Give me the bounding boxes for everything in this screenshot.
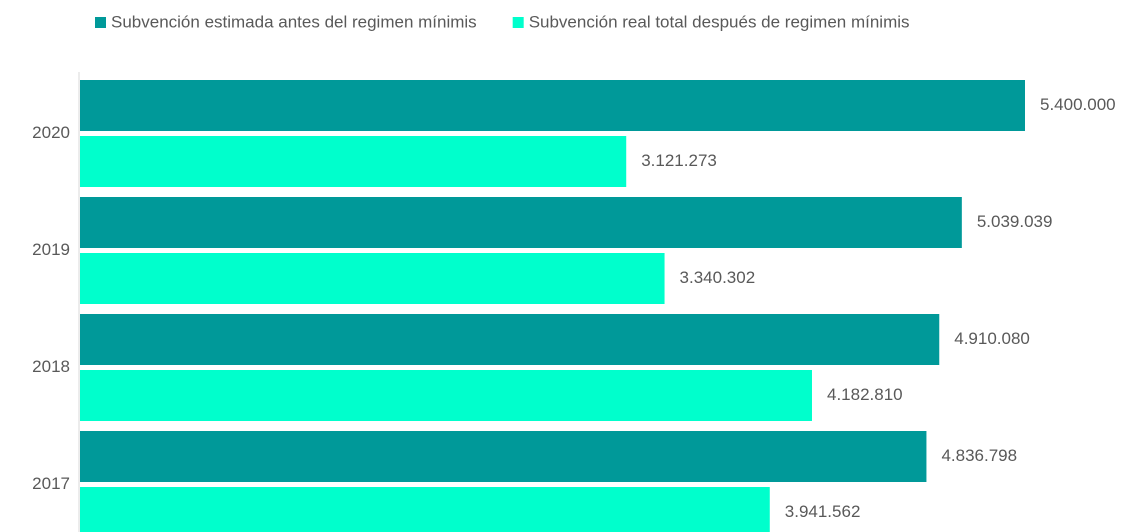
value-label: 5.400.000 [1040, 95, 1116, 114]
value-label: 4.910.080 [954, 329, 1030, 348]
bar [80, 253, 665, 304]
value-label: 4.182.810 [827, 385, 903, 404]
bar [80, 487, 770, 532]
bar [80, 431, 927, 482]
bar [80, 314, 940, 365]
value-label: 5.039.039 [977, 212, 1053, 231]
value-label: 3.340.302 [680, 268, 756, 287]
bar [80, 370, 812, 421]
value-label: 3.941.562 [785, 502, 861, 521]
y-tick-label: 2018 [32, 357, 70, 376]
bar [80, 197, 962, 248]
value-label: 4.836.798 [941, 446, 1017, 465]
legend-swatch [95, 17, 106, 28]
bar [80, 136, 627, 187]
legend-swatch [512, 17, 524, 28]
value-label: 3.121.273 [641, 151, 717, 170]
y-tick-label: 2017 [32, 474, 70, 493]
legend-label: Subvención estimada antes del regimen mí… [111, 12, 477, 31]
bar [80, 80, 1025, 131]
legend-label: Subvención real total después de regimen… [529, 12, 910, 31]
y-tick-label: 2020 [32, 123, 70, 142]
y-tick-label: 2019 [32, 240, 70, 259]
